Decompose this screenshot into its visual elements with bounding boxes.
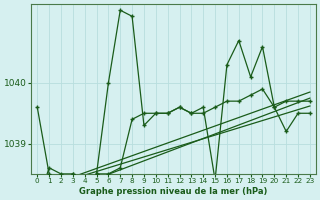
X-axis label: Graphe pression niveau de la mer (hPa): Graphe pression niveau de la mer (hPa) <box>79 187 268 196</box>
